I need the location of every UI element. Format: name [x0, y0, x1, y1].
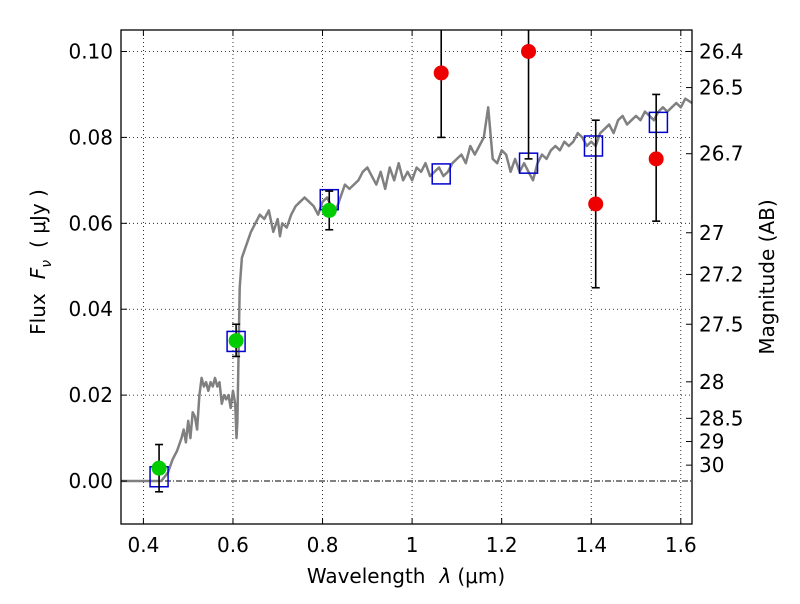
right-tick-label: 28 [699, 370, 724, 394]
right-tick-label: 30 [699, 453, 724, 477]
series-layer [121, 97, 692, 483]
y-ticks: 0.00 0.02 0.04 0.06 0.08 0.10 [68, 39, 127, 493]
y-tick-label: 0.10 [68, 39, 113, 63]
y-tick-label: 0.08 [68, 125, 113, 149]
y-axis-label: Flux Fν ( μJy ) [26, 189, 55, 335]
x-tick-label: 0.4 [127, 533, 159, 557]
low-significance-point [521, 43, 537, 59]
right-axis-label: Magnitude (AB) [755, 199, 779, 354]
right-tick-label: 27.2 [699, 262, 744, 286]
low-significance-point [588, 196, 604, 212]
x-tick-label: 0.8 [307, 533, 339, 557]
model-spectrum-line [121, 97, 692, 483]
model-photometry-square [583, 135, 604, 157]
y-tick-label: 0.04 [68, 297, 113, 321]
right-tick-label: 26.4 [699, 39, 744, 63]
y-axis-label-F: F [26, 267, 50, 279]
right-tick-label: 26.7 [699, 142, 744, 166]
x-axis-label: Wavelength λ (μm) [307, 564, 505, 588]
detection-point [321, 202, 337, 218]
y-axis-label-nu: ν [39, 260, 55, 268]
x-tick-label: 0.6 [217, 533, 249, 557]
x-axis-lambda: λ [439, 564, 452, 588]
right-tick-label: 27.5 [699, 312, 744, 336]
points-layer [149, 30, 669, 493]
plot-area [121, 30, 692, 524]
x-ticks: 0.4 0.6 0.8 1 1.2 1.4 1.6 [127, 30, 697, 557]
right-tick-label: 27 [699, 221, 724, 245]
y-tick-label: 0.06 [68, 211, 113, 235]
plot-frame [120, 29, 693, 525]
x-tick-label: 1.2 [486, 533, 518, 557]
low-significance-point [433, 65, 449, 81]
y-axis-label-unit: ( μJy ) [26, 189, 50, 248]
x-tick-label: 1 [406, 533, 419, 557]
low-significance-point [648, 151, 664, 167]
detection-point [228, 333, 244, 349]
x-tick-label: 1.6 [665, 533, 697, 557]
right-tick-label: 28.5 [699, 406, 744, 430]
x-tick-label: 1.4 [575, 533, 607, 557]
right-tick-label: 26.5 [699, 76, 744, 100]
model-photometry-square [648, 111, 669, 134]
detection-point [151, 460, 167, 476]
y-axis-label-flux: Flux [26, 293, 50, 335]
y-tick-label: 0.00 [68, 469, 113, 493]
right-tick-label: 29 [699, 430, 724, 454]
x-axis-unit: (μm) [457, 564, 505, 588]
y-tick-label: 0.02 [68, 383, 113, 407]
model-photometry-square [431, 163, 451, 185]
x-axis-label-text: Wavelength [307, 564, 426, 588]
